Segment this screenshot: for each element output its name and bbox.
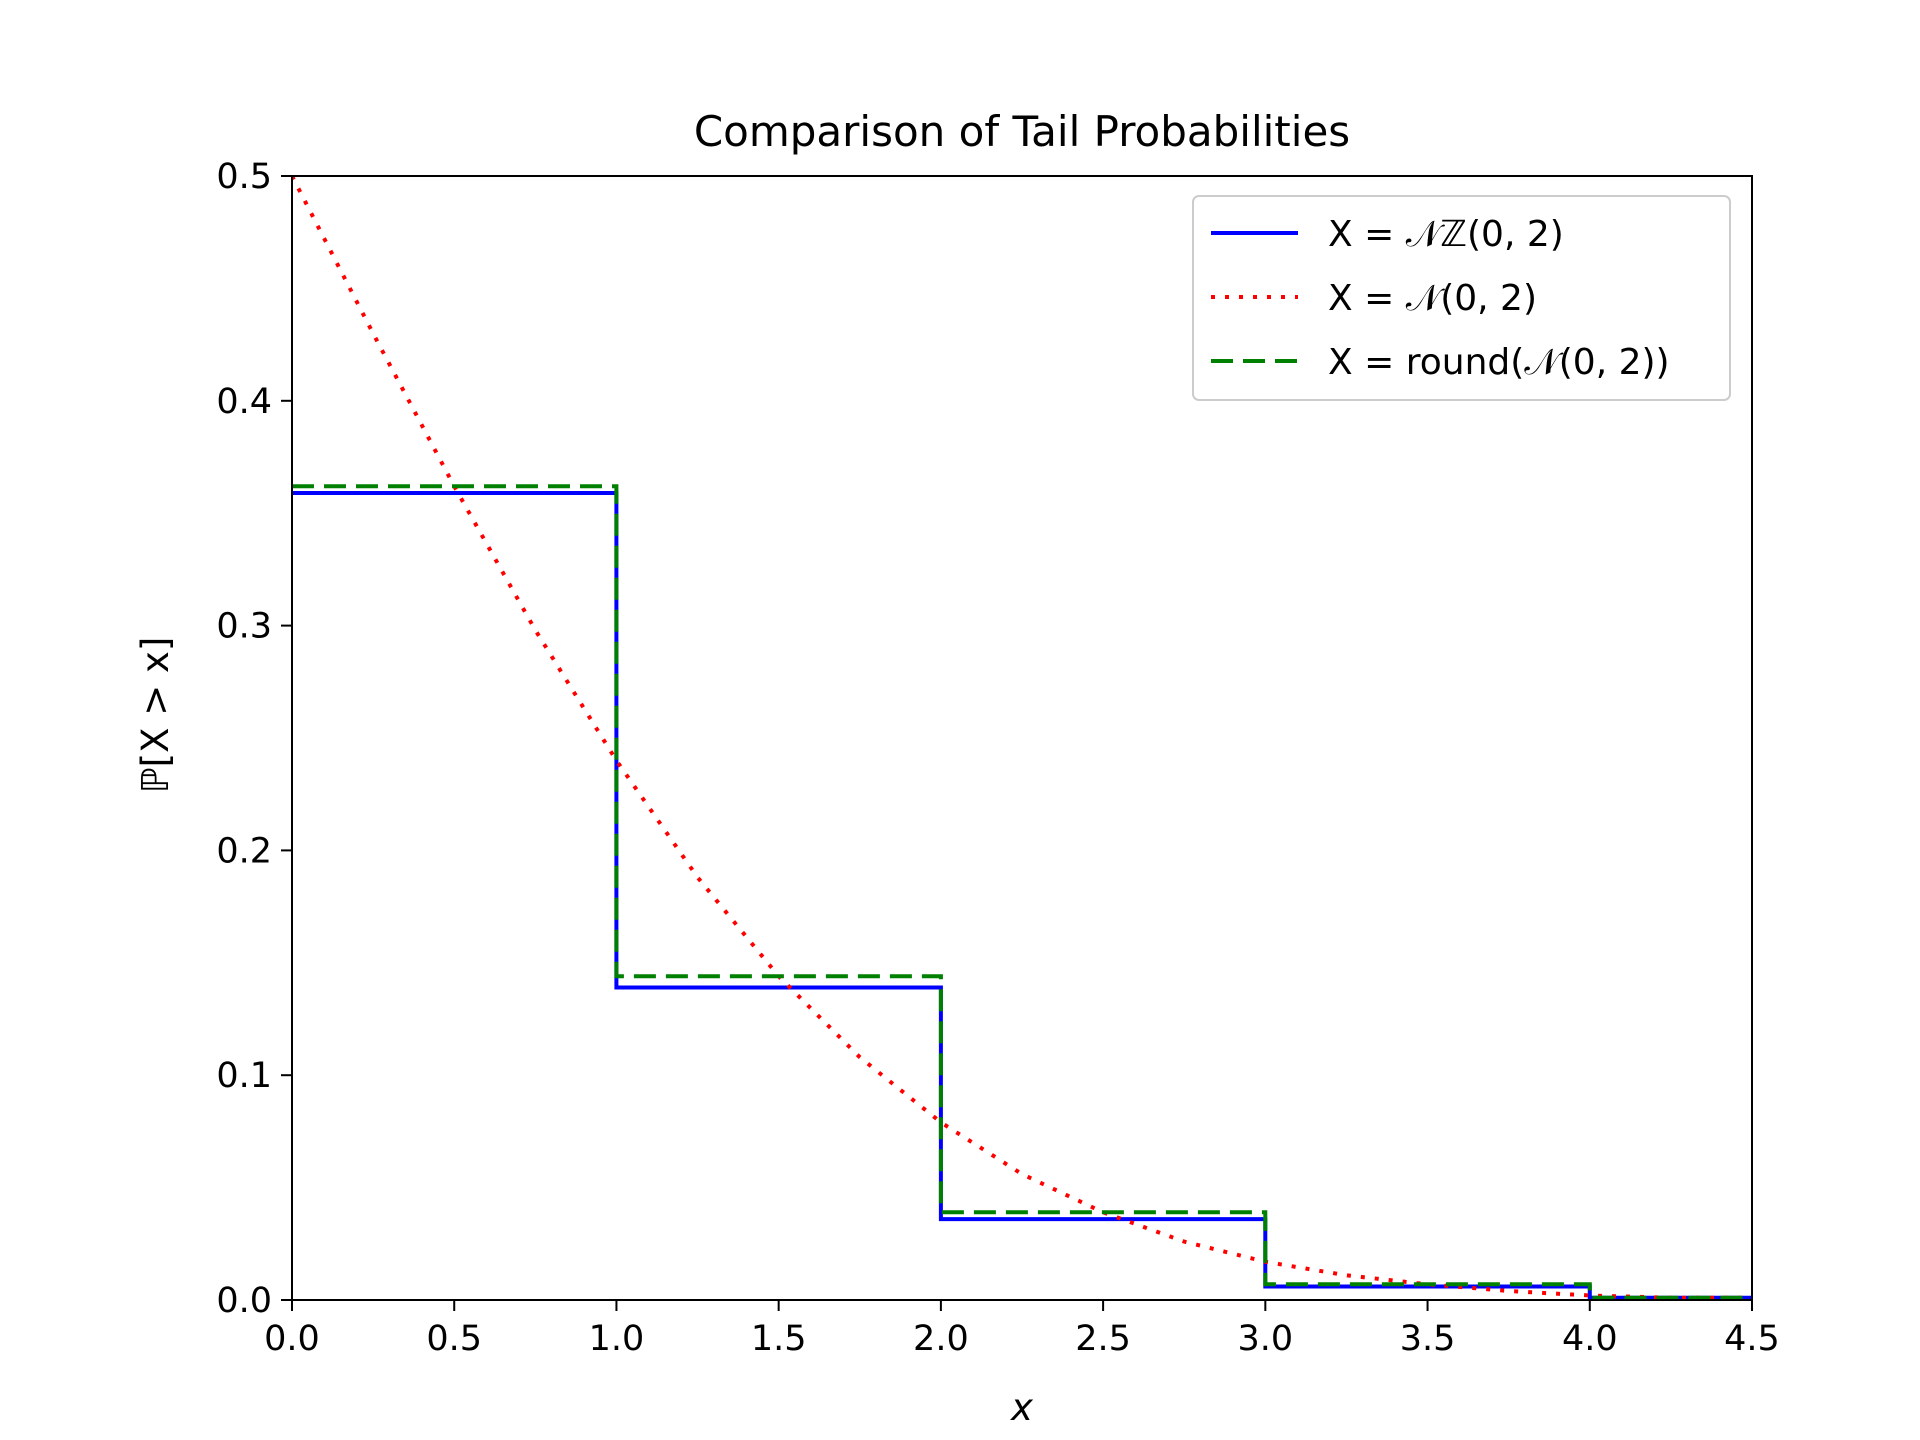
y-tick-label: 0.4 — [216, 382, 272, 422]
x-tick-label: 0.0 — [264, 1319, 320, 1359]
x-tick-label: 1.5 — [751, 1319, 807, 1359]
x-axis-label: x — [1010, 1386, 1034, 1429]
axes-frame — [291, 175, 1753, 1301]
y-tick-label: 0.0 — [216, 1281, 272, 1321]
y-tick-label: 0.1 — [216, 1056, 272, 1096]
chart-title: Comparison of Tail Probabilities — [694, 107, 1350, 156]
y-axis-label: ℙ[X > x] — [134, 637, 177, 794]
series-line-3 — [292, 484, 1752, 1300]
legend-entry-1: X = 𝒩ℤ(0, 2) — [1328, 214, 1564, 255]
y-tick-label: 0.5 — [216, 157, 272, 197]
x-tick-label: 4.0 — [1562, 1319, 1618, 1359]
y-tick-label: 0.3 — [216, 607, 272, 647]
axes-layer: 0.0 0.5 1.0 1.5 2.0 2.5 3.0 3.5 4.0 4.5 0.0 0.1 0.2 0… — [216, 157, 1780, 1359]
legend-box — [1192, 195, 1731, 401]
x-tick-label: 2.0 — [913, 1319, 969, 1359]
x-tick-label: 4.5 — [1724, 1319, 1780, 1359]
legend-entry-3: X = round(𝒩(0, 2)) — [1328, 342, 1670, 383]
x-tick-label: 0.5 — [426, 1319, 482, 1359]
y-tick-label: 0.2 — [216, 831, 272, 871]
legend: X = 𝒩ℤ(0, 2) X = 𝒩(0, 2) X = round(𝒩(0, 2)… — [1192, 195, 1731, 401]
x-tick-label: 2.5 — [1075, 1319, 1131, 1359]
x-tick-label: 1.0 — [589, 1319, 645, 1359]
x-tick-label: 3.0 — [1237, 1319, 1293, 1359]
x-tick-label: 3.5 — [1400, 1319, 1456, 1359]
legend-entry-2: X = 𝒩(0, 2) — [1328, 278, 1537, 319]
series-layer — [292, 176, 1752, 1300]
